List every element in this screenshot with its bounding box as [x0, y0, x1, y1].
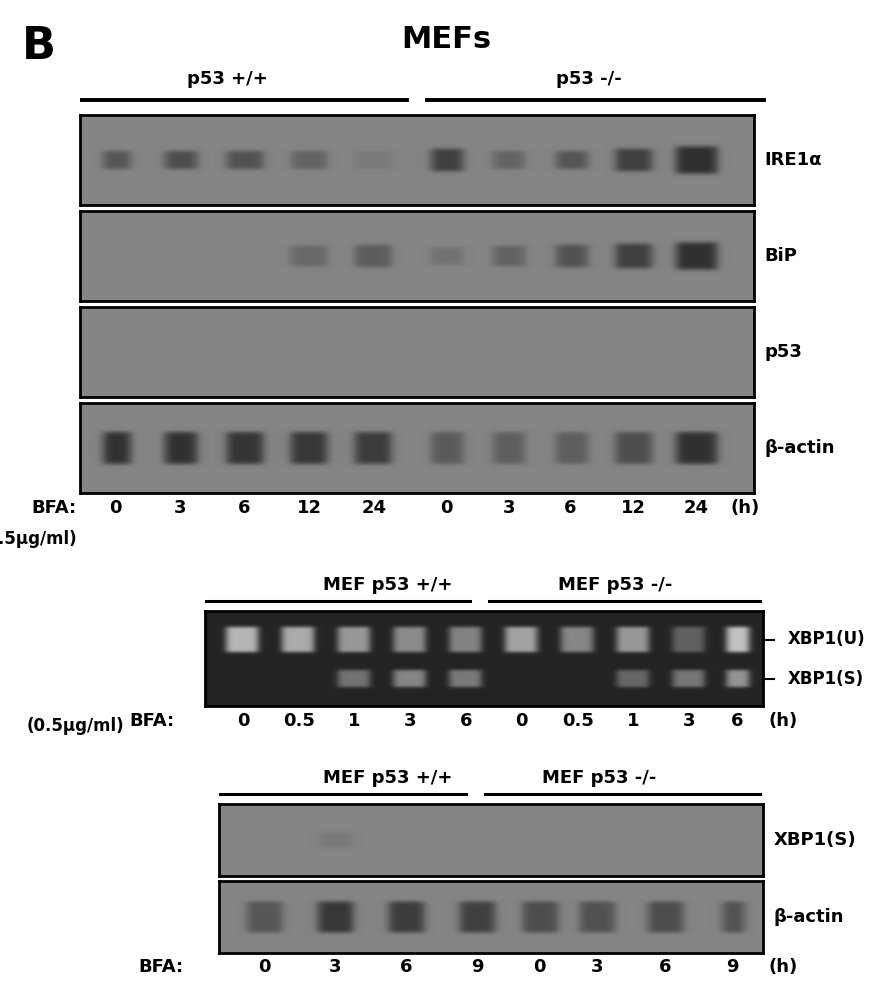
Text: 6: 6 — [658, 958, 671, 976]
Text: 9: 9 — [726, 958, 739, 976]
Text: 1: 1 — [627, 711, 640, 729]
Text: β-actin: β-actin — [773, 908, 844, 926]
Text: (h): (h) — [768, 958, 797, 976]
Text: 3: 3 — [174, 499, 186, 517]
Text: p53 -/-: p53 -/- — [556, 70, 622, 88]
Text: 9: 9 — [471, 958, 483, 976]
Text: BFA:: BFA: — [138, 958, 183, 976]
Text: (0.5μg/ml): (0.5μg/ml) — [27, 717, 124, 735]
Text: BFA:: BFA: — [129, 711, 175, 729]
Text: 1: 1 — [348, 711, 361, 729]
Text: 3: 3 — [591, 958, 603, 976]
Text: 3: 3 — [682, 711, 696, 729]
Text: MEF p53 -/-: MEF p53 -/- — [558, 576, 673, 594]
Text: 0: 0 — [533, 958, 546, 976]
Text: MEF p53 +/+: MEF p53 +/+ — [323, 576, 453, 594]
Text: 3: 3 — [502, 499, 515, 517]
Text: p53 +/+: p53 +/+ — [187, 70, 268, 88]
Text: 12: 12 — [297, 499, 322, 517]
Text: 12: 12 — [621, 499, 646, 517]
Text: 0: 0 — [236, 711, 250, 729]
Text: p53: p53 — [764, 343, 802, 361]
Text: 6: 6 — [238, 499, 251, 517]
Text: 3: 3 — [404, 711, 417, 729]
Text: 0: 0 — [109, 499, 121, 517]
Text: 0.5: 0.5 — [562, 711, 593, 729]
Text: BiP: BiP — [764, 247, 797, 265]
Text: IRE1α: IRE1α — [764, 151, 822, 169]
Text: MEF p53 -/-: MEF p53 -/- — [542, 769, 657, 787]
Text: 6: 6 — [731, 711, 744, 729]
Text: XBP1(S): XBP1(S) — [773, 831, 856, 849]
Text: 24: 24 — [684, 499, 709, 517]
Text: 24: 24 — [361, 499, 386, 517]
Text: MEF p53 +/+: MEF p53 +/+ — [323, 769, 453, 787]
Text: BFA:: BFA: — [32, 499, 77, 517]
Text: 0.5: 0.5 — [283, 711, 315, 729]
Text: XBP1(S): XBP1(S) — [788, 670, 863, 688]
Text: 6: 6 — [565, 499, 577, 517]
Text: MEFs: MEFs — [401, 25, 491, 54]
Text: 3: 3 — [329, 958, 342, 976]
Text: β-actin: β-actin — [764, 439, 835, 457]
Text: (0.5μg/ml): (0.5μg/ml) — [0, 530, 77, 548]
Text: (h): (h) — [768, 711, 797, 729]
Text: B: B — [22, 25, 56, 68]
Text: 0: 0 — [440, 499, 452, 517]
Text: 6: 6 — [400, 958, 412, 976]
Text: 6: 6 — [459, 711, 473, 729]
Text: 0: 0 — [516, 711, 528, 729]
Text: 0: 0 — [259, 958, 271, 976]
Text: XBP1(U): XBP1(U) — [788, 630, 865, 648]
Text: (h): (h) — [731, 499, 759, 517]
